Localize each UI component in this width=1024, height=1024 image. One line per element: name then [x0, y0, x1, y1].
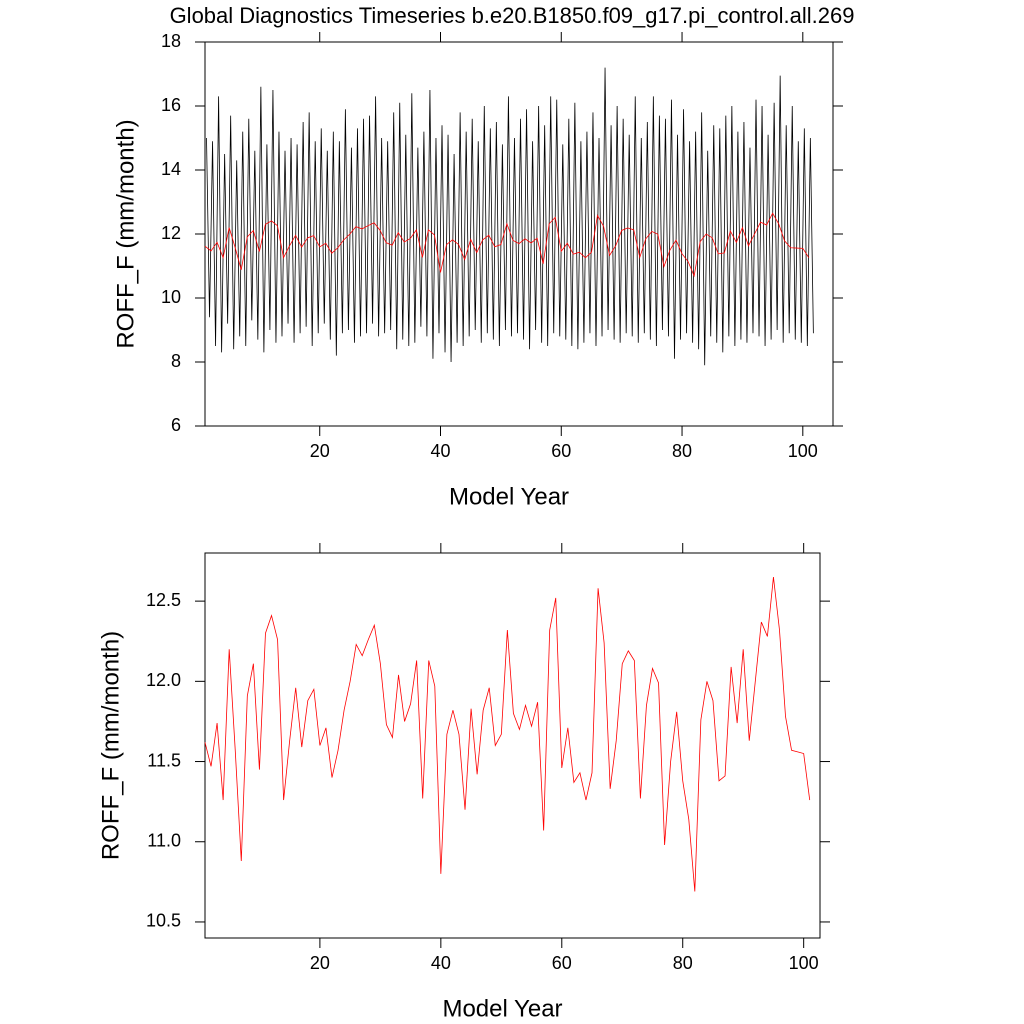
plot-frame — [204, 552, 821, 939]
y-tick-label: 11.5 — [147, 750, 181, 770]
x-tick-label: 40 — [431, 953, 451, 973]
chart-title: Global Diagnostics Timeseries b.e20.B185… — [170, 3, 855, 28]
y-tick-label: 16 — [161, 95, 181, 115]
x-tick-label: 40 — [430, 441, 450, 461]
y-tick-label: 14 — [161, 159, 181, 179]
data-line — [204, 212, 810, 278]
y-tick-label: 12.5 — [146, 590, 181, 610]
data-line — [206, 67, 814, 366]
y-tick-label: 10.5 — [146, 911, 181, 931]
y-tick-label: 6 — [171, 415, 181, 435]
y-tick-label: 8 — [171, 351, 181, 371]
y-tick-label: 12 — [161, 223, 181, 243]
y-axis-label: ROFF_F (mm/month) — [112, 119, 139, 348]
x-tick-label: 20 — [310, 441, 330, 461]
y-axis-label: ROFF_F (mm/month) — [97, 631, 124, 860]
y-tick-label: 10 — [161, 287, 181, 307]
x-tick-label: 20 — [310, 953, 330, 973]
x-tick-label: 80 — [673, 953, 693, 973]
x-tick-label: 100 — [788, 441, 818, 461]
x-tick-label: 60 — [552, 953, 572, 973]
data-line — [204, 577, 811, 892]
x-tick-label: 60 — [551, 441, 571, 461]
x-axis-label: Model Year — [442, 995, 562, 1022]
y-tick-label: 11.0 — [147, 831, 181, 851]
x-axis-label: Model Year — [449, 483, 569, 510]
y-tick-label: 12.0 — [146, 670, 181, 690]
x-tick-label: 100 — [789, 953, 819, 973]
y-tick-label: 18 — [161, 31, 181, 51]
x-tick-label: 80 — [672, 441, 692, 461]
